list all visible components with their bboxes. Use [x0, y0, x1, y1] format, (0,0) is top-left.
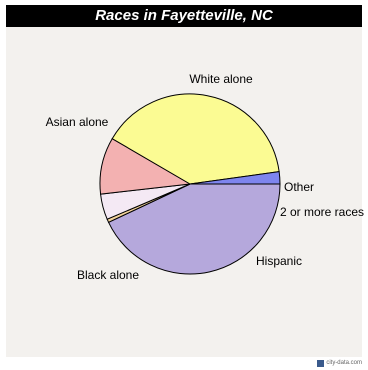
watermark-text: city-data.com — [326, 360, 362, 366]
pie-slice-black-alone — [111, 93, 280, 185]
chart-title: Races in Fayetteville, NC — [95, 7, 273, 24]
slice-label-2-or-more-races: 2 or more races — [280, 205, 364, 219]
slice-label-black-alone: Black alone — [77, 268, 139, 282]
watermark: city-data.com — [317, 358, 362, 368]
pie-slice-asian-alone — [189, 171, 281, 185]
city-data-logo-icon — [317, 359, 325, 367]
slice-label-asian-alone: Asian alone — [46, 115, 109, 129]
slice-label-white-alone: White alone — [189, 72, 253, 86]
slice-label-hispanic: Hispanic — [256, 254, 302, 268]
slice-label-other: Other — [284, 180, 314, 194]
pie-slice-white-alone — [107, 183, 281, 275]
title-bar: Races in Fayetteville, NC — [6, 5, 362, 27]
